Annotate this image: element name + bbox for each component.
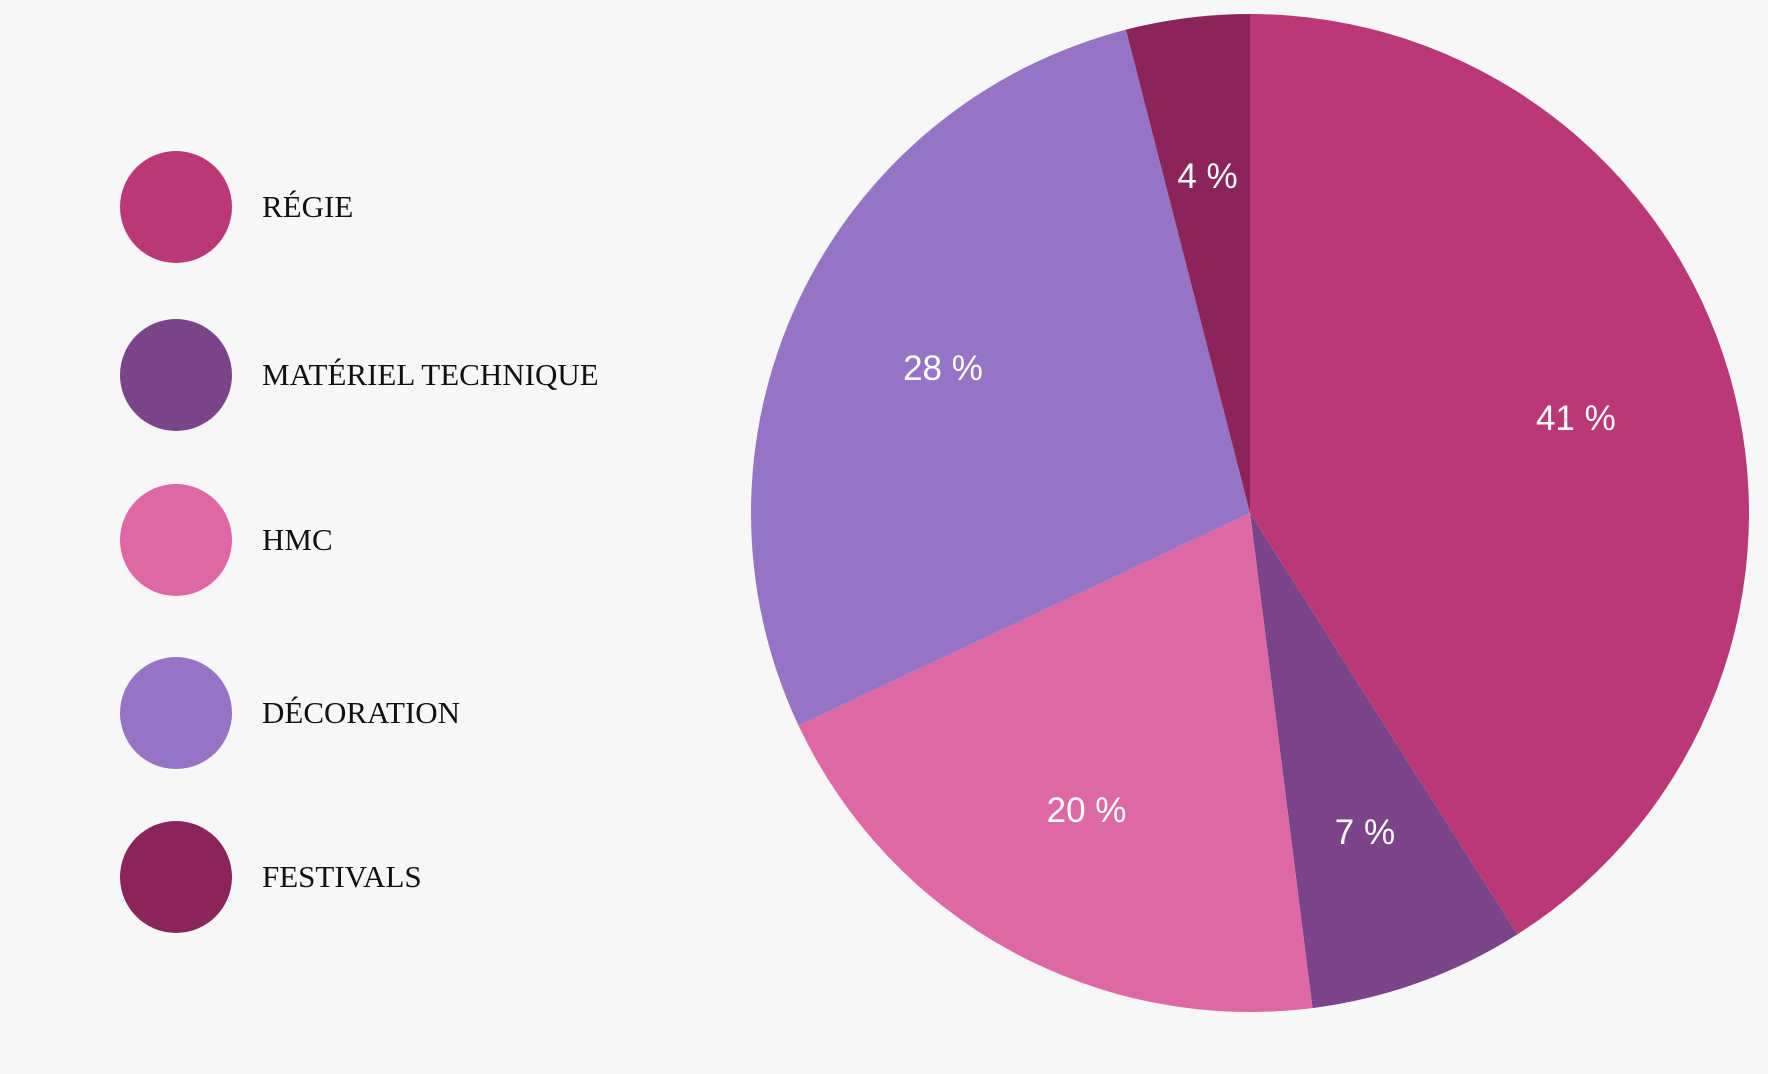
chart-legend: RÉGIE MATÉRIEL TECHNIQUE HMC DÉCORATION FEST…: [120, 0, 740, 1074]
legend-item: RÉGIE: [120, 151, 353, 263]
pie-slice: [1250, 513, 1518, 1009]
legend-swatch: [120, 484, 232, 596]
slice-value-label: 20 %: [1047, 791, 1127, 830]
legend-swatch: [120, 657, 232, 769]
legend-swatch: [120, 151, 232, 263]
slice-value-label: 41 %: [1536, 399, 1616, 438]
legend-item: DÉCORATION: [120, 657, 460, 769]
pie-labels: 41 % 7 % 20 % 28 % 4 %: [903, 157, 1616, 852]
legend-item: MATÉRIEL TECHNIQUE: [120, 319, 599, 431]
legend-label: FESTIVALS: [262, 859, 422, 894]
legend-item: HMC: [120, 484, 333, 596]
pie-slice: [751, 29, 1250, 726]
slice-value-label: 4 %: [1177, 157, 1237, 196]
legend-item: FESTIVALS: [120, 821, 422, 933]
pie-slice: [1250, 14, 1750, 935]
slice-value-label: 28 %: [903, 349, 983, 388]
legend-label: MATÉRIEL TECHNIQUE: [262, 357, 599, 392]
pie-slice: [798, 513, 1313, 1013]
slice-value-label: 7 %: [1335, 813, 1395, 852]
legend-swatch: [120, 821, 232, 933]
legend-swatch: [120, 319, 232, 431]
legend-label: DÉCORATION: [262, 695, 461, 730]
legend-label: HMC: [262, 522, 333, 557]
legend-label: RÉGIE: [262, 189, 354, 224]
pie-slice: [1125, 14, 1250, 513]
pie-slices: [751, 14, 1750, 1013]
